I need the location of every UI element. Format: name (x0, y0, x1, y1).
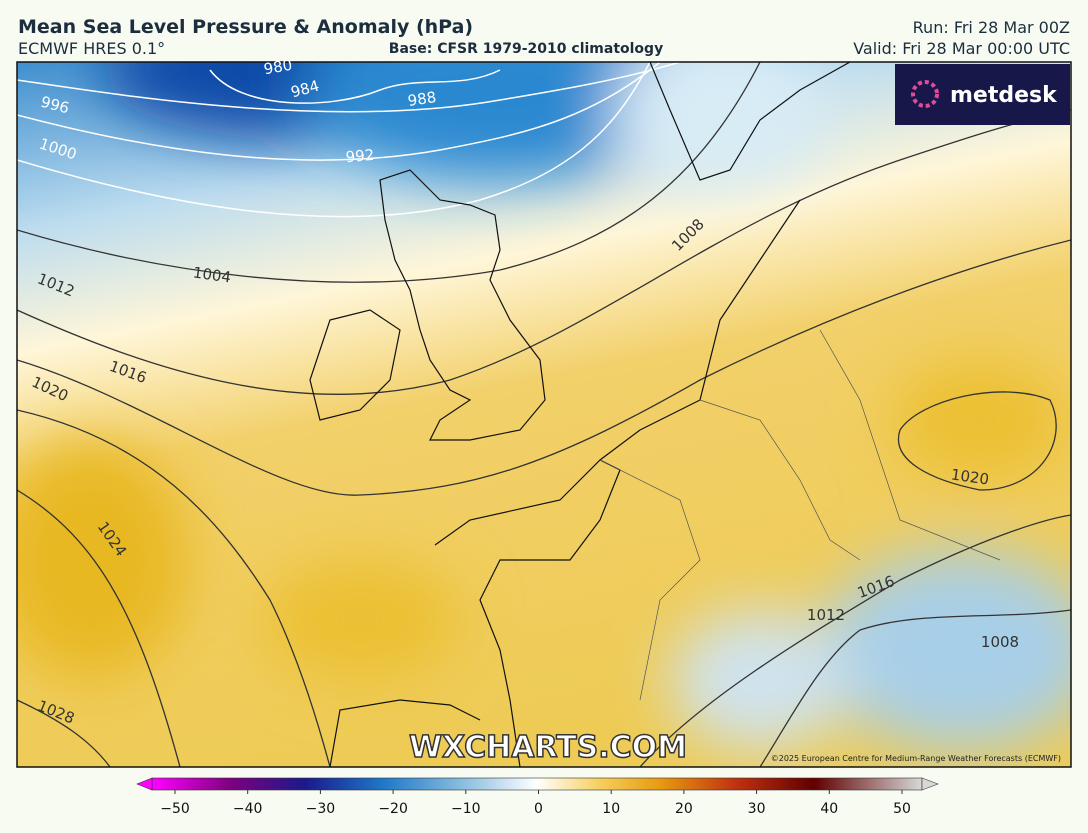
colorbar-tick-label: 40 (820, 801, 838, 817)
colorbar-tick-label: −10 (451, 801, 481, 817)
isobar-label: 1012 (807, 606, 845, 624)
watermark: WXCHARTS.COM (409, 730, 687, 765)
logo-icon (911, 80, 939, 108)
colorbar-max-arrow (921, 777, 939, 791)
logo: metdesk (950, 83, 1058, 108)
map-frame (16, 61, 1072, 768)
title: Mean Sea Level Pressure & Anomaly (hPa) (18, 16, 473, 38)
valid: Valid: Fri 28 Mar 00:00 UTC (853, 39, 1070, 58)
run: Run: Fri 28 Mar 00Z (913, 18, 1070, 37)
colorbar-tick-label: 30 (748, 801, 766, 817)
isobar-label: 1004 (192, 263, 232, 286)
anomaly-field (17, 62, 1071, 750)
colorbar-tick-label: 10 (602, 801, 620, 817)
colorbar-tick-label: 0 (534, 801, 543, 817)
colorbar-tick-label: −40 (233, 801, 263, 817)
colorbar: −50 −40 −30 −20 −10 0 10 20 30 40 50 (136, 777, 939, 817)
copyright: ©2025 European Centre for Medium-Range W… (771, 754, 1061, 763)
colorbar-tick-label: −20 (378, 801, 408, 817)
isobar-label: 980 (262, 56, 293, 79)
isobar-label: 992 (345, 146, 375, 166)
colorbar-tick-label: 50 (893, 801, 911, 817)
isobar-label: 1008 (981, 633, 1019, 651)
colorbar-tick-label: −30 (306, 801, 336, 817)
colorbar-tick-label: −50 (160, 801, 190, 817)
logo-box (895, 64, 1070, 125)
colorbar-body (151, 777, 923, 791)
isobar-label: 1020 (950, 465, 990, 488)
model: ECMWF HRES 0.1° (18, 39, 165, 58)
base: Base: CFSR 1979-2010 climatology (389, 41, 663, 57)
isobar-label: 988 (407, 88, 438, 110)
colorbar-min-arrow (136, 777, 153, 791)
map (17, 62, 1071, 767)
colorbar-tick-label: 20 (675, 801, 693, 817)
